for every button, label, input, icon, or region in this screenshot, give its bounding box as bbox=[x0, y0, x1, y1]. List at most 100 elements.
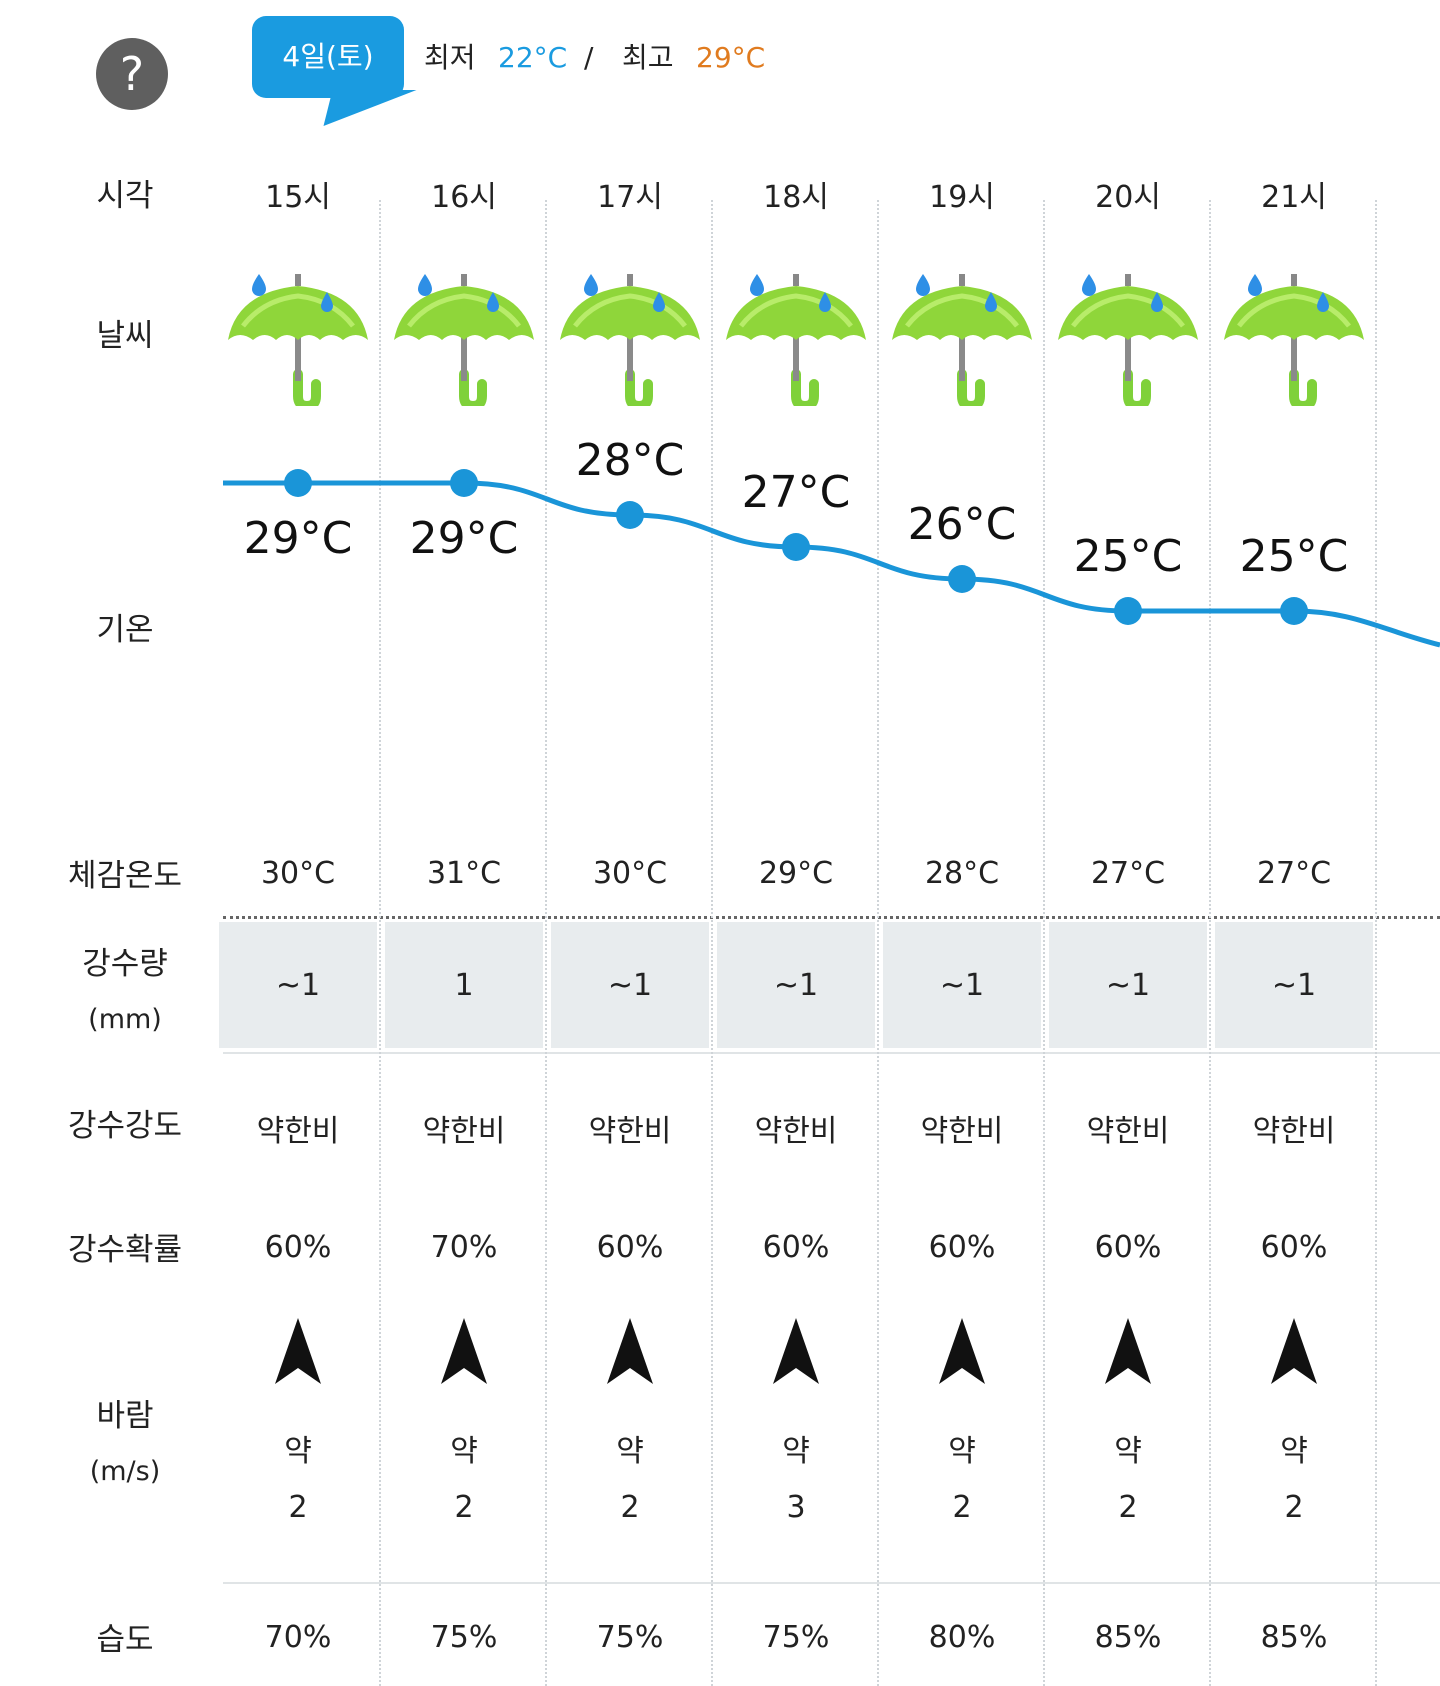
hour-time: 16시 bbox=[431, 180, 497, 215]
temperature-label: 28°C bbox=[575, 435, 685, 486]
precip-intensity-value: 약한비 bbox=[1252, 1114, 1336, 1149]
label-precip-unit: (mm) bbox=[88, 1004, 162, 1035]
temperature-label: 25°C bbox=[1239, 531, 1349, 582]
separator: / bbox=[584, 41, 594, 74]
temperature-chart bbox=[223, 469, 1440, 648]
precip-intensity-value: 약한비 bbox=[588, 1114, 672, 1149]
wind-direction-north-icon bbox=[605, 1318, 655, 1388]
rain-umbrella-icon bbox=[1219, 256, 1369, 412]
feels-like-value: 28°C bbox=[924, 856, 1000, 891]
precip-cell-bg bbox=[385, 922, 543, 1048]
humidity-value: 75% bbox=[596, 1620, 664, 1655]
wind-speed-value: 3 bbox=[786, 1490, 806, 1525]
label-precip-prob: 강수확률 bbox=[67, 1232, 183, 1268]
precip-amount-value: ~1 bbox=[1105, 968, 1151, 1003]
column-divider bbox=[1209, 200, 1211, 1686]
wind-strength-value: 약 bbox=[782, 1434, 810, 1469]
divider-dotted bbox=[223, 916, 1440, 919]
rain-umbrella-icon bbox=[721, 256, 871, 412]
temperature-label: 27°C bbox=[741, 467, 851, 518]
rain-umbrella-icon bbox=[389, 256, 539, 412]
wind-speed-value: 2 bbox=[1284, 1490, 1304, 1525]
precip-cell-bg bbox=[717, 922, 875, 1048]
max-label: 최고 bbox=[622, 41, 674, 74]
temperature-point bbox=[616, 501, 644, 529]
temperature-point bbox=[450, 469, 478, 497]
humidity-value: 75% bbox=[430, 1620, 498, 1655]
rain-umbrella-icon bbox=[223, 256, 373, 412]
help-icon[interactable]: ? bbox=[96, 38, 168, 110]
feels-like-value: 27°C bbox=[1090, 856, 1166, 891]
label-precip-amount: 강수량 bbox=[82, 946, 168, 982]
wind-strength-value: 약 bbox=[948, 1434, 976, 1469]
date-label: 4일(토) bbox=[282, 40, 374, 73]
wind-strength-value: 약 bbox=[616, 1434, 644, 1469]
column-divider bbox=[877, 200, 879, 1686]
temperature-point bbox=[1280, 597, 1308, 625]
wind-strength-value: 약 bbox=[284, 1434, 312, 1469]
precip-prob-value: 70% bbox=[430, 1230, 498, 1265]
humidity-value: 80% bbox=[928, 1620, 996, 1655]
precip-amount-value: ~1 bbox=[1271, 968, 1317, 1003]
column-divider bbox=[1375, 200, 1377, 1686]
precip-prob-value: 60% bbox=[1260, 1230, 1328, 1265]
rain-umbrella-icon bbox=[555, 256, 705, 412]
temperature-label: 25°C bbox=[1073, 531, 1183, 582]
date-badge-tail bbox=[323, 90, 417, 126]
min-value: 22°C bbox=[498, 41, 568, 74]
precip-intensity-value: 약한비 bbox=[1086, 1114, 1170, 1149]
label-temperature: 기온 bbox=[96, 612, 154, 648]
label-time: 시각 bbox=[96, 178, 154, 214]
wind-speed-value: 2 bbox=[454, 1490, 474, 1525]
hour-time: 15시 bbox=[265, 180, 331, 215]
label-feels-like: 체감온도 bbox=[67, 858, 183, 894]
wind-speed-value: 2 bbox=[288, 1490, 308, 1525]
label-wind: 바람 bbox=[96, 1398, 154, 1434]
temperature-label: 29°C bbox=[409, 513, 519, 564]
temperature-point bbox=[1114, 597, 1142, 625]
column-divider bbox=[711, 200, 713, 1686]
rain-umbrella-icon bbox=[1053, 256, 1203, 412]
precip-amount-value: 1 bbox=[454, 968, 474, 1003]
hour-time: 17시 bbox=[597, 180, 663, 215]
precip-cell-bg bbox=[551, 922, 709, 1048]
wind-speed-value: 2 bbox=[1118, 1490, 1138, 1525]
wind-speed-value: 2 bbox=[952, 1490, 972, 1525]
wind-direction-north-icon bbox=[937, 1318, 987, 1388]
hour-time: 18시 bbox=[763, 180, 829, 215]
wind-direction-north-icon bbox=[439, 1318, 489, 1388]
precip-amount-value: ~1 bbox=[939, 968, 985, 1003]
precip-prob-value: 60% bbox=[762, 1230, 830, 1265]
label-wind-unit: (m/s) bbox=[89, 1456, 161, 1487]
humidity-value: 85% bbox=[1094, 1620, 1162, 1655]
wind-strength-value: 약 bbox=[1114, 1434, 1142, 1469]
temperature-point bbox=[948, 565, 976, 593]
precip-cell-bg bbox=[1049, 922, 1207, 1048]
hour-time: 19시 bbox=[929, 180, 995, 215]
min-label: 최저 bbox=[424, 41, 476, 74]
wind-direction-north-icon bbox=[771, 1318, 821, 1388]
precip-intensity-value: 약한비 bbox=[754, 1114, 838, 1149]
humidity-value: 85% bbox=[1260, 1620, 1328, 1655]
precip-prob-value: 60% bbox=[928, 1230, 996, 1265]
feels-like-value: 27°C bbox=[1256, 856, 1332, 891]
feels-like-value: 30°C bbox=[592, 856, 668, 891]
temperature-label: 29°C bbox=[243, 513, 353, 564]
temperature-point bbox=[284, 469, 312, 497]
precip-cell-bg bbox=[219, 922, 377, 1048]
precip-intensity-value: 약한비 bbox=[256, 1114, 340, 1149]
precip-amount-value: ~1 bbox=[275, 968, 321, 1003]
date-badge: 4일(토) bbox=[252, 16, 404, 98]
humidity-value: 75% bbox=[762, 1620, 830, 1655]
feels-like-value: 30°C bbox=[260, 856, 336, 891]
precip-amount-value: ~1 bbox=[773, 968, 819, 1003]
temperature-label: 26°C bbox=[907, 499, 1017, 550]
label-precip-intensity: 강수강도 bbox=[67, 1108, 183, 1144]
precip-intensity-value: 약한비 bbox=[920, 1114, 1004, 1149]
precip-prob-value: 60% bbox=[596, 1230, 664, 1265]
wind-direction-north-icon bbox=[1269, 1318, 1319, 1388]
wind-direction-north-icon bbox=[273, 1318, 323, 1388]
column-divider bbox=[545, 200, 547, 1686]
wind-strength-value: 약 bbox=[450, 1434, 478, 1469]
precip-amount-value: ~1 bbox=[607, 968, 653, 1003]
